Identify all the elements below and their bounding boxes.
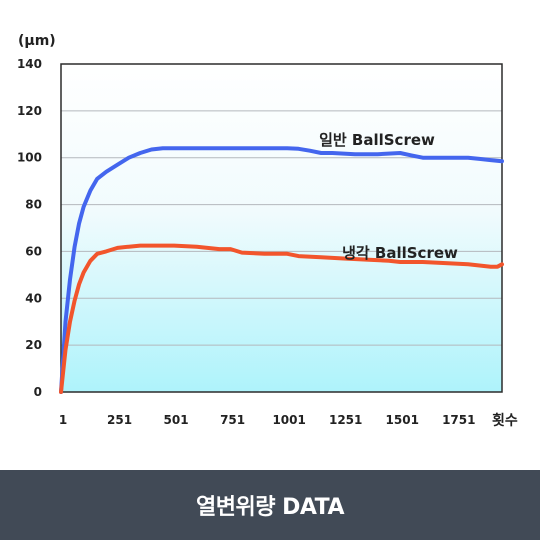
- x-tick-label: 1: [59, 413, 67, 427]
- y-tick-label: 140: [17, 57, 42, 71]
- y-tick-label: 80: [25, 198, 42, 212]
- series-line-2: [59, 243, 504, 394]
- series-label-2: 냉각 BallScrew: [342, 244, 458, 262]
- y-tick-label: 60: [25, 244, 42, 258]
- y-tick-label: 100: [17, 151, 42, 165]
- series-line-1: [59, 146, 504, 394]
- y-unit-label: (μm): [18, 33, 56, 49]
- plot-background: [61, 64, 502, 392]
- x-tick-label: 751: [220, 413, 245, 427]
- x-tick-label: 1001: [272, 413, 305, 427]
- footer-banner: 열변위량 DATA: [0, 470, 540, 540]
- x-tick-label: 501: [164, 413, 189, 427]
- y-tick-label: 40: [25, 291, 42, 305]
- line-chart: 0 20 40 60 80 100 120 140 1 251 501 751 1001 1251 1501…: [17, 33, 518, 429]
- x-tick-label: 1251: [329, 413, 362, 427]
- plot-frame: [60, 63, 503, 393]
- y-tick-label: 120: [17, 104, 42, 118]
- y-tick-label: 0: [34, 385, 42, 399]
- y-tick-label: 20: [25, 338, 42, 352]
- x-tick-label: 251: [107, 413, 132, 427]
- series-label-1: 일반 BallScrew: [319, 131, 435, 149]
- x-tick-label: 1501: [386, 413, 419, 427]
- x-tick-label: 1751: [442, 413, 475, 427]
- x-axis-label: 횟수: [492, 412, 518, 429]
- footer-title: 열변위량 DATA: [195, 495, 345, 520]
